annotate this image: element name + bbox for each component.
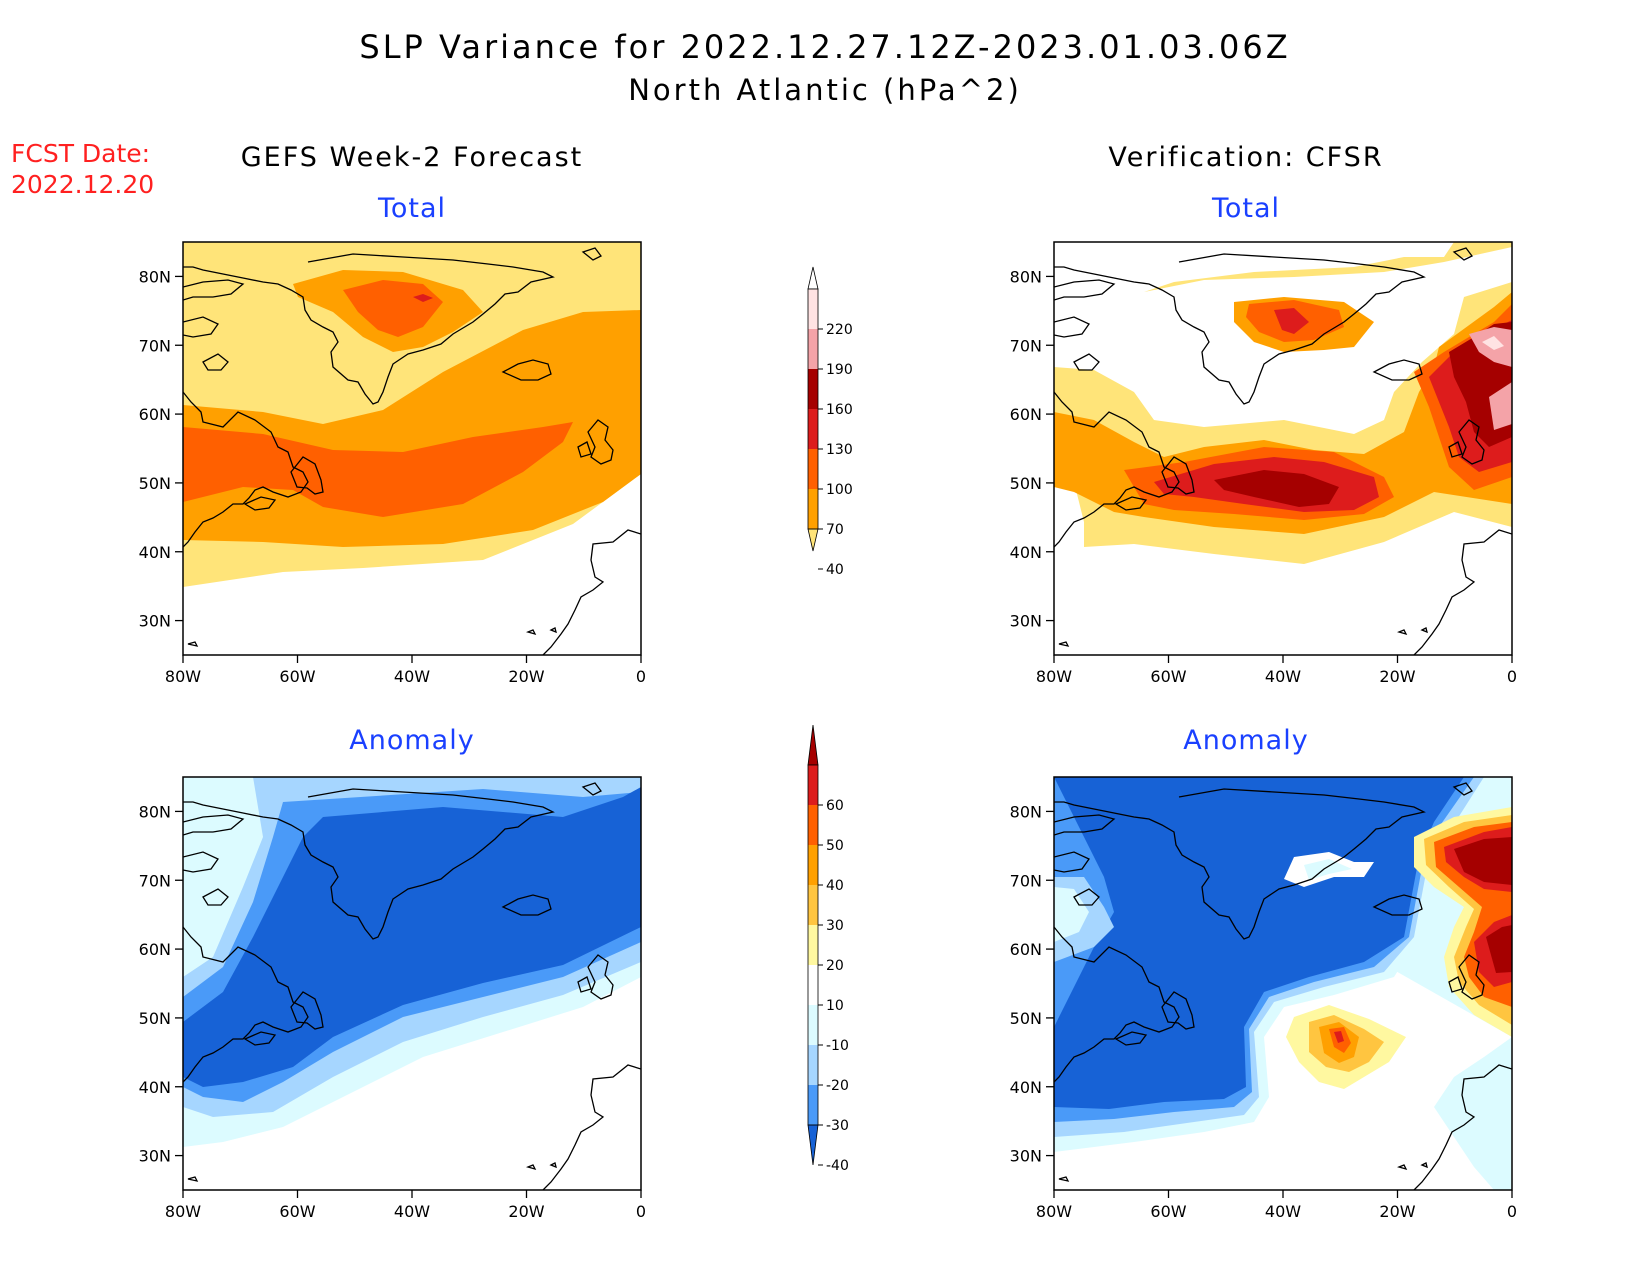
total-colorbar-swatch [808,489,818,529]
total-colorbar-swatch [808,329,818,369]
forecast-anomaly-map [182,776,642,1191]
anomaly-colorbar: 60 50 40 30 20 10 -10 -20 -30 -40 [807,724,849,1174]
forecast-anomaly-lat-label: 70N [139,871,171,890]
forecast-total-lat-label: 70N [139,336,171,355]
forecast-total-lon-label: 0 [636,667,646,686]
total-colorbar-swatch [808,289,818,329]
total-colorbar-swatch [808,369,818,409]
anomaly-colorbar-swatch [808,1085,818,1125]
forecast-anomaly-lon-label: 60W [279,1202,315,1221]
total-colorbar-label: 220 [826,322,853,338]
verification-anomaly-map [1053,776,1513,1191]
verification-anomaly-lon-label: 40W [1265,1202,1301,1221]
forecast-total-lon-label: 80W [165,667,201,686]
anomaly-colorbar-label: -10 [826,1038,849,1054]
verification-total-lon-label: 20W [1379,667,1415,686]
anomaly-colorbar-label: -40 [826,1158,849,1174]
forecast-total-lon-label: 60W [279,667,315,686]
fcst-date-label: FCST Date: [11,139,151,168]
total-colorbar: 220 190 160 130 100 70 40 [807,266,853,578]
verification-total-lon-label: 60W [1150,667,1186,686]
anomaly-colorbar-swatch [808,805,818,845]
forecast-total-lat-label: 30N [139,612,171,631]
forecast-anomaly-lon-label: 80W [165,1202,201,1221]
verification-anomaly-lon-label: 60W [1150,1202,1186,1221]
verification-anomaly-lon-label: 20W [1379,1202,1415,1221]
verification-total-lat-label: 30N [1010,612,1042,631]
forecast-anomaly-lat-label: 60N [139,940,171,959]
panel-title-forecast-anomaly: Anomaly [349,725,475,756]
forecast-total-map [182,241,642,656]
verification-total-lon-label: 80W [1036,667,1072,686]
forecast-anomaly-lon-label: 40W [394,1202,430,1221]
total-colorbar-bottom-arrow [807,528,819,552]
anomaly-colorbar-swatch [808,925,818,965]
verification-total-lon-label: 40W [1265,667,1301,686]
anomaly-colorbar-label: -30 [826,1118,849,1134]
verification-total-lat-label: 40N [1010,543,1042,562]
verification-anomaly-lon-label: 80W [1036,1202,1072,1221]
total-colorbar-label: 40 [826,562,844,578]
anomaly-colorbar-swatch [808,965,818,1005]
verification-anomaly-lat-label: 60N [1010,940,1042,959]
forecast-anomaly-lat-label: 40N [139,1078,171,1097]
forecast-total-lon-label: 40W [394,667,430,686]
verification-total-lat-label: 60N [1010,405,1042,424]
verification-total-lon-label: 0 [1507,667,1517,686]
anomaly-colorbar-swatch [808,1005,818,1045]
left-column-title: GEFS Week-2 Forecast [240,142,584,173]
verification-total-lat-label: 70N [1010,336,1042,355]
anomaly-colorbar-swatch [808,765,818,805]
verification-anomaly-lat-label: 40N [1010,1078,1042,1097]
anomaly-colorbar-swatch [808,885,818,925]
anomaly-colorbar-label: 50 [826,838,844,854]
verification-anomaly-lon-label: 0 [1507,1202,1517,1221]
verification-total-map [1053,241,1513,656]
total-colorbar-top-arrow [807,266,819,290]
forecast-total-lat-label: 60N [139,405,171,424]
panel-title-verification-anomaly: Anomaly [1183,725,1309,756]
anomaly-colorbar-label: 60 [826,798,844,814]
anomaly-colorbar-label: 30 [826,918,844,934]
verification-anomaly-lat-label: 70N [1010,871,1042,890]
anomaly-colorbar-top-arrow [807,724,819,766]
total-colorbar-swatch [808,449,818,489]
forecast-total-lat-label: 50N [139,474,171,493]
total-colorbar-label: 160 [826,402,853,418]
anomaly-colorbar-bottom-arrow [807,1124,819,1166]
chart-subtitle: North Atlantic (hPa^2) [628,73,1022,107]
anomaly-colorbar-label: 20 [826,958,844,974]
total-colorbar-label: 100 [826,482,853,498]
right-column-title: Verification: CFSR [1108,142,1384,173]
anomaly-colorbar-swatch [808,1045,818,1085]
verification-anomaly-lat-label: 80N [1010,802,1042,821]
forecast-total-lat-label: 40N [139,543,171,562]
forecast-anomaly-lat-label: 50N [139,1009,171,1028]
total-colorbar-label: 130 [826,442,853,458]
forecast-total-lat-label: 80N [139,267,171,286]
total-colorbar-label: 70 [826,522,844,538]
anomaly-colorbar-label: 10 [826,998,844,1014]
panel-title-verification-total: Total [1211,193,1281,224]
anomaly-colorbar-label: 40 [826,878,844,894]
total-colorbar-swatch [808,409,818,449]
verification-total-lat-label: 50N [1010,474,1042,493]
panel-title-forecast-total: Total [377,193,447,224]
anomaly-colorbar-frame [807,764,819,1126]
anomaly-colorbar-swatch [808,845,818,885]
forecast-anomaly-lat-label: 30N [139,1147,171,1166]
verification-total-lat-label: 80N [1010,267,1042,286]
forecast-anomaly-lat-label: 80N [139,802,171,821]
forecast-anomaly-lon-label: 0 [636,1202,646,1221]
anomaly-colorbar-label: -20 [826,1078,849,1094]
total-colorbar-label: 190 [826,362,853,378]
verification-anomaly-lat-label: 50N [1010,1009,1042,1028]
chart-title: SLP Variance for 2022.12.27.12Z-2023.01.… [359,28,1291,66]
forecast-anomaly-lon-label: 20W [508,1202,544,1221]
fcst-date-value: 2022.12.20 [11,170,155,199]
verification-anomaly-lat-label: 30N [1010,1147,1042,1166]
forecast-total-lon-label: 20W [508,667,544,686]
